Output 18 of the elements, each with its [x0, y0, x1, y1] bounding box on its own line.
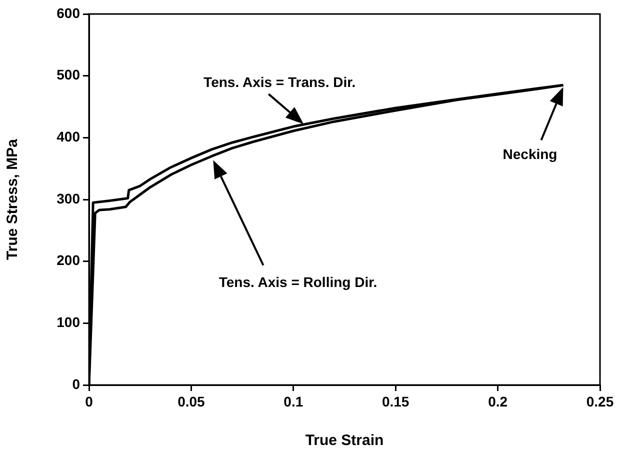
x-tick-label: 0.25 [586, 393, 614, 410]
x-tick-label: 0.2 [488, 393, 508, 410]
annotation: Necking [502, 146, 558, 162]
x-tick-label: 0.05 [178, 393, 206, 410]
y-tick-label: 100 [56, 314, 80, 330]
y-tick-label: 200 [56, 252, 80, 268]
annotation: Tens. Axis = Trans. Dir. [204, 74, 356, 90]
y-tick-label: 500 [56, 66, 80, 83]
x-tick-label: 0.1 [284, 393, 304, 410]
x-tick-label: 0 [85, 393, 94, 410]
x-axis-title: True Strain [305, 432, 384, 450]
y-tick-label: 0 [72, 376, 80, 392]
y-tick-label: 300 [56, 190, 80, 206]
y-tick-label: 400 [56, 128, 80, 145]
y-axis-title: True Stress, MPa [4, 138, 22, 260]
x-tick-label: 0.15 [382, 393, 410, 410]
annotation: Tens. Axis = Rolling Dir. [218, 274, 378, 290]
y-tick-label: 600 [56, 4, 80, 21]
